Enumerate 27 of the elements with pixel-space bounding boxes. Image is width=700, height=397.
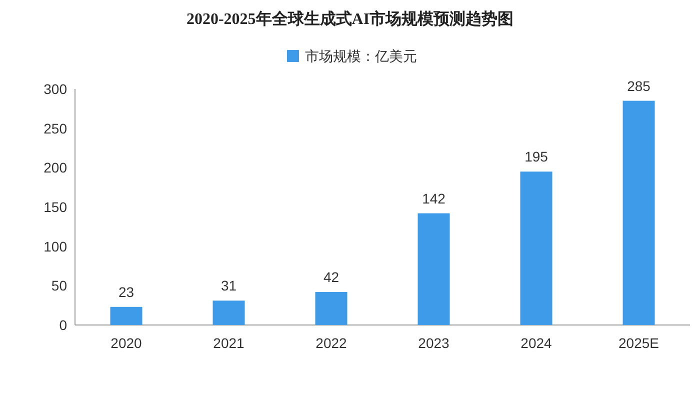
bar [212,300,245,325]
x-tick-label: 2025E [618,335,659,351]
chart-title: 2020-2025年全球生成式AI市场规模预测趋势图 [186,10,514,28]
y-tick-label: 150 [44,199,68,215]
data-label: 23 [118,284,134,300]
legend-label: 市场规模：亿美元 [305,48,417,64]
bar [315,292,348,325]
data-label: 42 [323,268,340,285]
x-tick-label: 2021 [213,335,245,351]
y-tick-label: 200 [44,160,68,176]
x-tick-label: 2024 [520,335,552,351]
bar [520,172,552,325]
data-label: 142 [422,190,446,206]
x-tick-label: 2020 [110,335,142,351]
data-label: 31 [220,278,237,294]
bar [418,213,450,325]
data-label: 195 [524,148,548,165]
y-tick-label: 100 [44,238,68,254]
bar [622,100,655,325]
y-tick-label: 250 [44,120,68,136]
bar [110,306,142,325]
y-tick-label: 50 [51,278,68,294]
x-tick-label: 2022 [316,335,348,351]
y-tick-label: 0 [59,317,68,333]
y-tick-label: 300 [44,81,68,97]
data-label: 285 [627,78,651,94]
x-tick-label: 2023 [418,335,450,351]
